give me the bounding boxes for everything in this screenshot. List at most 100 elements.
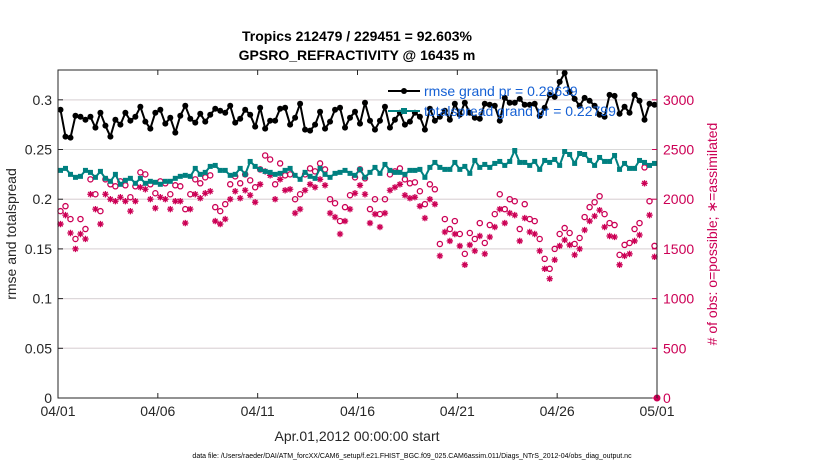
obs-assimilated-point [571,251,578,259]
totalspread-point [512,148,518,154]
obs-assimilated-point [486,233,493,241]
x-tick-label: 04/16 [340,403,375,419]
totalspread-point [122,177,128,183]
obs-assimilated-point [306,181,314,188]
rmse-point [342,124,349,131]
obs-assimilated-point [606,232,613,240]
totalspread-point [282,167,288,173]
y2-tick-label: 2000 [663,191,694,207]
rmse-point [406,118,413,125]
obs-possible-point [566,229,573,237]
totalspread-point [567,151,573,157]
rmse-point [97,109,104,116]
obs-assimilated-point [536,247,543,255]
obs-assimilated-point [236,195,244,202]
left-axis-gridlines [58,99,657,349]
totalspread-point [617,166,623,172]
totalspread-point [117,181,123,187]
rmse-point [182,102,189,109]
rmse-point [421,126,428,133]
totalspread-point [167,178,173,184]
obs-possible-point [381,195,389,203]
rmse-point [327,118,334,125]
totalspread-point [427,164,433,170]
x-tick-label: 04/21 [440,403,475,419]
legend-rmse-label: rmse grand pr = 0.28639 [424,83,578,99]
obs-assimilated-point [421,214,429,222]
totalspread-point [217,167,223,173]
obs-assimilated-point [526,228,533,236]
rmse-point [441,107,448,114]
obs-possible-point [251,184,259,191]
obs-possible-point [192,176,199,183]
rmse-point [277,105,284,112]
totalspread-point [627,165,633,171]
rmse-point [127,117,134,124]
totalspread-point [242,171,248,177]
obs-assimilated-point [57,220,64,228]
obs-assimilated-point [316,176,324,183]
rmse-point [217,107,224,114]
rmse-point [332,106,339,113]
rmse-point [446,116,453,123]
rmse-point [561,69,568,76]
rmse-point [252,123,259,130]
rmse-point [282,104,289,111]
totalspread-point [637,157,643,163]
obs-possible-point [197,180,204,187]
obs-assimilated-point [591,212,598,220]
obs-assimilated-point [651,253,658,261]
obs-possible-point [152,189,159,197]
totalspread-point [327,174,333,180]
obs-assimilated-point [516,237,523,245]
totalspread-point [547,159,553,165]
obs-assimilated-point [202,190,209,197]
rmse-point [586,97,593,104]
totalspread-point [67,171,73,177]
obs-assimilated-point [466,241,474,249]
totalspread-point [212,162,218,168]
obs-assimilated-point [361,191,369,198]
totalspread-point [447,166,453,172]
totalspread-point [132,180,138,186]
totalspread-point [207,163,213,169]
rmse-point [371,126,378,133]
obs-assimilated-point [207,188,214,195]
obs-assimilated-point [601,223,608,231]
obs-assimilated-point [511,211,518,219]
obs-possible-point [167,190,174,198]
obs-assimilated-point [501,219,508,227]
obs-possible-point [366,205,374,213]
totalspread-point [507,158,513,164]
totalspread-point [202,169,208,175]
totalspread-point [247,158,253,164]
totalspread-point [487,164,493,170]
rmse-point [272,117,279,124]
obs-assimilated-point [411,194,419,201]
obs-assimilated-point [546,275,553,282]
totalspread-point [157,181,163,187]
totalspread-point [622,160,628,166]
obs-assimilated-point [431,200,439,208]
obs-assimilated-point [396,181,404,188]
totalspread-point [302,169,308,175]
rmse-point [591,102,598,109]
right-axis-gridlines [58,99,657,349]
obs-assimilated-point [82,235,89,243]
obs-possible-point [316,160,324,167]
totalspread-point [642,159,648,165]
obs-assimilated-point [376,223,384,231]
obs-possible-point [651,242,658,250]
totalspread-point [392,169,398,175]
totalspread-point [147,178,153,184]
legend-totalspread-marker [401,108,407,114]
rmse-point [606,91,613,98]
obs-possible-point [466,229,474,237]
totalspread-point [412,167,418,173]
totalspread-point [592,162,598,168]
y-tick-label: 0.15 [25,241,52,257]
legend-rmse-marker [401,88,407,94]
totalspread-point [72,174,78,180]
obs-assimilated-point [157,194,164,201]
